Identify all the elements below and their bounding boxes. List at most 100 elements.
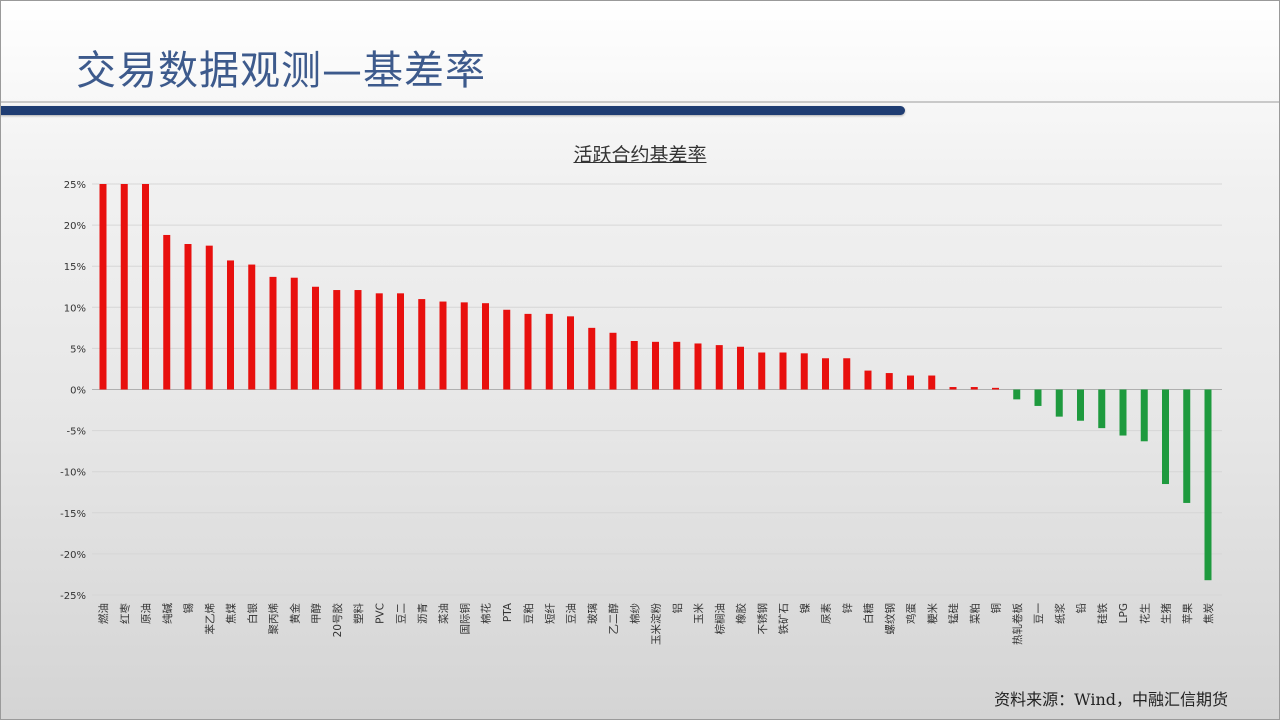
x-tick-label: PTA xyxy=(502,602,514,622)
x-tick-label: 焦煤 xyxy=(225,603,238,624)
bar-铝 xyxy=(673,341,681,390)
x-tick-label: 乙二醇 xyxy=(607,603,620,635)
x-tick-label: 黄金 xyxy=(288,603,301,624)
bar-鸡蛋 xyxy=(907,375,914,390)
x-tick-label: 花生 xyxy=(1138,603,1151,624)
bar-铜 xyxy=(992,387,999,390)
x-tick-label: 菜粕 xyxy=(968,603,981,624)
bar-花生 xyxy=(1140,389,1148,442)
x-tick-label: 苹果 xyxy=(1181,603,1194,624)
x-tick-label: 豆一 xyxy=(1033,603,1045,624)
bar-20号胶 xyxy=(333,290,341,390)
header-divider xyxy=(0,101,1280,103)
bar-豆二 xyxy=(397,293,404,390)
page-title: 交易数据观测—基差率 xyxy=(76,48,486,94)
x-tick-label: 红枣 xyxy=(118,603,131,624)
bar-聚丙烯 xyxy=(269,276,277,390)
x-tick-label: LPG xyxy=(1118,603,1130,623)
bar-尿素 xyxy=(822,358,829,390)
y-tick-label: -10% xyxy=(60,468,86,479)
bar-玉米淀粉 xyxy=(652,341,659,390)
bar-短纤 xyxy=(545,313,553,390)
x-tick-label: 鸡蛋 xyxy=(905,603,918,624)
x-tick-label: 热轧卷板 xyxy=(1011,603,1024,645)
chart-title: 活跃合约基差率 xyxy=(573,144,707,166)
x-tick-label: 铅 xyxy=(1075,603,1088,614)
y-tick-label: 15% xyxy=(64,262,86,273)
x-tick-label: 豆二 xyxy=(396,603,408,624)
x-tick-label: 不锈钢 xyxy=(756,603,769,635)
x-tick-label: 螺纹钢 xyxy=(883,603,896,635)
bar-菜粕 xyxy=(970,387,978,390)
x-tick-label: 玉米 xyxy=(692,603,705,624)
x-tick-label: 锌 xyxy=(841,603,854,614)
y-tick-label: -25% xyxy=(60,591,86,602)
y-tick-label: 25% xyxy=(64,180,86,191)
chart-title-wrap: 活跃合约基差率 xyxy=(0,140,1280,167)
bar-苹果 xyxy=(1183,389,1191,503)
source-note: 资料来源：Wind，中融汇信期货 xyxy=(994,690,1228,709)
x-tick-label: 豆油 xyxy=(565,603,578,624)
bar-苯乙烯 xyxy=(205,245,213,390)
y-tick-label: 0% xyxy=(70,386,86,397)
bar-白银 xyxy=(248,264,256,390)
bar-PTA xyxy=(503,309,511,390)
bar-棉纱 xyxy=(630,341,638,390)
x-tick-label: 棉花 xyxy=(480,603,493,624)
bar-豆一 xyxy=(1034,389,1042,406)
x-tick-label: 聚丙烯 xyxy=(267,603,280,635)
x-tick-label: 白银 xyxy=(246,603,259,624)
bar-国际铜 xyxy=(460,302,468,390)
x-tick-label: 纯碱 xyxy=(161,603,174,624)
bar-镍 xyxy=(800,353,808,390)
bar-PVC xyxy=(375,293,383,390)
x-tick-label: 尿素 xyxy=(820,603,833,624)
bar-玉米 xyxy=(694,343,702,390)
x-tick-label: 塑料 xyxy=(352,603,365,624)
x-tick-label: 锡 xyxy=(182,603,195,614)
x-tick-label: 豆粕 xyxy=(522,603,535,624)
x-tick-label: 棕榈油 xyxy=(713,603,726,635)
x-tick-label: 玉米淀粉 xyxy=(650,603,663,645)
bar-橡胶 xyxy=(737,346,744,390)
bar-纸浆 xyxy=(1055,389,1063,417)
bar-豆粕 xyxy=(524,313,532,390)
title-accent-bar xyxy=(0,106,905,115)
x-tick-label: 粳米 xyxy=(926,603,939,624)
y-tick-label: -20% xyxy=(60,550,86,561)
bar-热轧卷板 xyxy=(1013,389,1021,400)
bar-铅 xyxy=(1077,389,1084,421)
bar-不锈钢 xyxy=(758,352,766,390)
bar-黄金 xyxy=(290,277,298,390)
bar-铁矿石 xyxy=(779,352,787,390)
x-tick-label: 硅铁 xyxy=(1096,603,1109,624)
y-tick-label: 5% xyxy=(70,344,86,355)
bar-焦煤 xyxy=(227,260,234,390)
x-tick-label: 苯乙烯 xyxy=(203,603,216,635)
bar-锌 xyxy=(843,358,851,390)
bar-红枣 xyxy=(120,184,128,390)
x-tick-label: 橡胶 xyxy=(735,603,748,624)
x-tick-label: 白糖 xyxy=(862,603,875,624)
x-tick-label: 铝 xyxy=(671,603,684,614)
x-tick-label: 菜油 xyxy=(437,603,450,624)
x-tick-label: 生猪 xyxy=(1160,603,1173,624)
x-tick-label: 燃油 xyxy=(97,603,110,624)
bar-硅铁 xyxy=(1098,389,1106,429)
bar-菜油 xyxy=(439,301,447,390)
bar-焦炭 xyxy=(1204,389,1212,581)
bar-白糖 xyxy=(864,370,872,390)
x-tick-label: 棉纱 xyxy=(628,603,641,624)
x-tick-label: 原油 xyxy=(140,603,153,624)
bar-塑料 xyxy=(354,290,362,390)
bar-乙二醇 xyxy=(609,332,617,390)
x-tick-label: 镍 xyxy=(798,603,811,614)
bar-锰硅 xyxy=(949,387,957,390)
bar-锡 xyxy=(184,244,192,390)
y-tick-label: -15% xyxy=(60,509,86,520)
y-tick-label: 20% xyxy=(64,221,86,232)
x-tick-label: 沥青 xyxy=(416,603,429,624)
x-tick-label: 铁矿石 xyxy=(777,603,790,635)
bar-粳米 xyxy=(928,375,936,390)
